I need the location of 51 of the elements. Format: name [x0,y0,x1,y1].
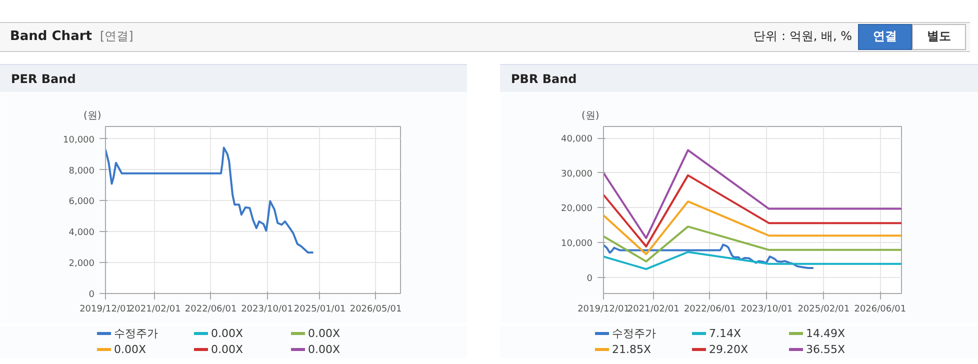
x-tick-label: 2021/02/01 [627,304,680,314]
y-axis-title: (원) [582,110,600,122]
x-tick-label: 2025/01/01 [294,304,346,314]
legend-label: 7.14X [708,326,742,342]
text: Band Chart [10,28,92,44]
legend-label: 21.85X [611,342,652,358]
x-tick-label: 2023/10/01 [241,304,293,314]
y-tick-label: 0 [88,290,95,300]
x-tick-label: 2025/02/01 [798,304,850,314]
y-tick-label: 10,000 [561,239,593,250]
y-tick-label: 8,000 [68,166,95,176]
legend-label: 29.20X [708,342,750,358]
line-series [106,146,314,254]
legend-label: 수정주가 [113,326,159,342]
legend-label: 14.49X [805,326,846,342]
line-series [604,200,902,256]
y-tick-label: 40,000 [561,134,593,145]
x-tick-label: 2019/12/01 [80,304,132,314]
legend-label: 0.00X [210,326,244,342]
legend-label: 수정주가 [611,326,657,342]
y-tick-label: 10,000 [63,135,95,146]
x-tick-label: 2022/06/01 [684,304,736,314]
line-series [604,244,814,270]
chart-title: PBR Band [500,64,978,92]
y-tick-label: 4,000 [68,228,95,238]
y-tick-label: 2,000 [68,259,95,270]
legend-label: 0.00X [307,342,342,358]
y-tick-label: 6,000 [68,197,95,208]
line-series [604,149,902,240]
y-axis-title: (원) [84,110,102,122]
x-tick-label: 2026/05/01 [350,304,402,314]
text: 별도 [912,24,966,50]
y-tick-label: 30,000 [561,169,593,180]
x-tick-label: 2026/06/01 [854,304,906,314]
legend-label: 0.00X [113,342,148,358]
line-series [604,174,902,248]
legend-label: 36.55X [805,342,846,358]
legend-label: 0.00X [210,342,244,358]
text: 연결 [858,24,912,50]
y-tick-label: 0 [586,274,593,284]
y-tick-label: 20,000 [561,204,593,214]
x-tick-label: 2022/06/01 [184,304,237,314]
text: 단위 : 억원, 배, % [754,28,852,46]
x-tick-label: 2019/12/01 [578,304,630,314]
chart-title: PER Band [0,64,467,92]
line-series [604,251,902,270]
line-series [604,226,902,262]
x-tick-label: 2023/10/01 [740,304,793,314]
text: [연결] [100,28,134,43]
x-tick-label: 2021/02/01 [128,304,181,314]
legend-label: 0.00X [307,326,342,342]
